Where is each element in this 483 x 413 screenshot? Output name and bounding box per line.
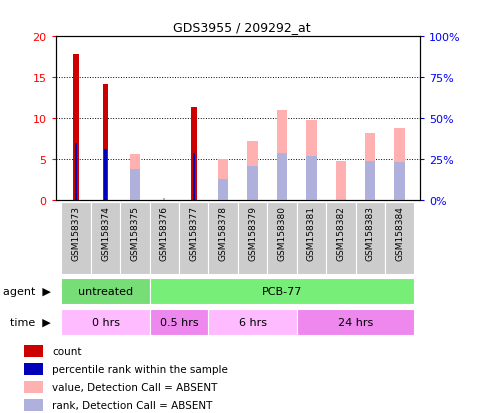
Text: GSM158384: GSM158384 <box>395 206 404 261</box>
Text: 0.5 hrs: 0.5 hrs <box>160 317 199 327</box>
Text: GSM158382: GSM158382 <box>336 206 345 261</box>
Bar <box>73 55 79 200</box>
Bar <box>218 159 228 200</box>
Text: count: count <box>52 347 82 356</box>
Bar <box>385 202 414 275</box>
Bar <box>267 202 297 275</box>
Bar <box>120 202 150 275</box>
Bar <box>61 202 91 275</box>
Text: GSM158376: GSM158376 <box>160 206 169 261</box>
Text: GSM158378: GSM158378 <box>219 206 227 261</box>
Bar <box>365 133 375 200</box>
Bar <box>24 363 43 375</box>
Bar <box>104 150 107 200</box>
Bar <box>247 167 258 200</box>
Bar <box>191 107 197 200</box>
Text: time  ▶: time ▶ <box>10 317 51 327</box>
Text: rank, Detection Call = ABSENT: rank, Detection Call = ABSENT <box>52 400 213 410</box>
Bar <box>355 202 385 275</box>
Bar <box>306 156 316 200</box>
Text: GSM158373: GSM158373 <box>71 206 81 261</box>
Text: GSM158381: GSM158381 <box>307 206 316 261</box>
Bar <box>130 154 140 200</box>
Text: GSM158377: GSM158377 <box>189 206 198 261</box>
Bar <box>61 278 150 304</box>
Text: 0 hrs: 0 hrs <box>92 317 119 327</box>
Text: percentile rank within the sample: percentile rank within the sample <box>52 364 228 374</box>
Bar <box>365 162 375 200</box>
Bar <box>306 121 316 200</box>
Bar <box>24 399 43 411</box>
Bar <box>209 202 238 275</box>
Bar <box>75 143 77 200</box>
Text: GSM158383: GSM158383 <box>366 206 375 261</box>
Text: GSM158379: GSM158379 <box>248 206 257 261</box>
Text: agent  ▶: agent ▶ <box>3 286 51 296</box>
Bar <box>24 346 43 358</box>
Bar <box>193 154 195 200</box>
Bar <box>150 202 179 275</box>
Text: 24 hrs: 24 hrs <box>338 317 373 327</box>
Text: untreated: untreated <box>78 286 133 296</box>
Bar <box>247 142 258 200</box>
Bar <box>150 309 209 335</box>
Bar <box>209 309 297 335</box>
Bar <box>297 202 326 275</box>
Bar <box>130 169 140 200</box>
Text: GSM158375: GSM158375 <box>130 206 140 261</box>
Bar <box>277 154 287 200</box>
Text: GSM158374: GSM158374 <box>101 206 110 261</box>
Bar <box>297 309 414 335</box>
Text: value, Detection Call = ABSENT: value, Detection Call = ABSENT <box>52 382 218 392</box>
Bar <box>277 111 287 200</box>
Bar <box>336 162 346 200</box>
Bar <box>24 381 43 393</box>
Bar <box>326 202 355 275</box>
Bar <box>61 309 150 335</box>
Text: GSM158380: GSM158380 <box>278 206 286 261</box>
Bar <box>179 202 209 275</box>
Bar <box>91 202 120 275</box>
Text: GDS3955 / 209292_at: GDS3955 / 209292_at <box>173 21 310 33</box>
Bar <box>163 199 166 200</box>
Bar <box>218 180 228 200</box>
Bar <box>238 202 267 275</box>
Text: 6 hrs: 6 hrs <box>239 317 267 327</box>
Bar <box>395 128 405 200</box>
Bar <box>150 278 414 304</box>
Bar <box>103 85 108 200</box>
Text: PCB-77: PCB-77 <box>262 286 302 296</box>
Bar <box>395 163 405 200</box>
